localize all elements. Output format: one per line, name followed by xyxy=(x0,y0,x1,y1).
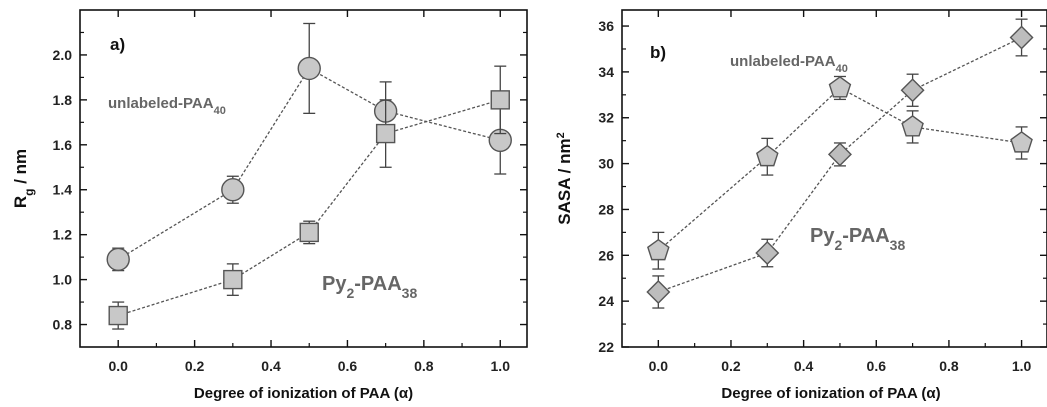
panel-label: a) xyxy=(110,35,125,54)
series-line xyxy=(658,36,1022,293)
data-point xyxy=(1009,25,1034,50)
data-point xyxy=(297,56,321,81)
series-line xyxy=(657,87,1022,252)
data-point xyxy=(375,123,396,144)
y-tick-label: 1.8 xyxy=(53,92,73,108)
chart-panel-a: 0.0 0.2 0.4 0.6 0.8 1.0 0.8 1.0 1.2 1.4 1.6 1.8 2.0 D… xyxy=(11,9,528,402)
y-tick-label: 1.0 xyxy=(53,272,73,288)
plot-frame xyxy=(621,9,1047,348)
data-point xyxy=(490,90,510,110)
y-tick-label: 22 xyxy=(598,339,614,355)
panel-label: b) xyxy=(650,43,666,62)
data-point xyxy=(1010,131,1033,153)
chart-panel-b: 0.0 0.2 0.4 0.6 0.8 1.0 22 24 26 28 30 32 34 36 Degree… xyxy=(555,9,1047,402)
y-axis-title: Rg / nm xyxy=(11,149,36,208)
y-tick-label: 1.2 xyxy=(53,227,73,243)
x-tick-label: 0.2 xyxy=(721,358,741,374)
series-1-square xyxy=(108,65,510,330)
x-tick-label: 0.2 xyxy=(185,358,205,374)
x-tick-label: 0.6 xyxy=(867,358,887,374)
y-axis-title: SASA / nm2 xyxy=(555,132,574,224)
series-1-diamond xyxy=(646,18,1034,309)
y-tick-label: 32 xyxy=(598,110,614,126)
annotation-unlabeled: unlabeled-PAA40 xyxy=(108,95,226,117)
y-tick-label: 28 xyxy=(598,201,614,217)
y-tick-label: 34 xyxy=(598,64,614,80)
data-point xyxy=(755,241,780,265)
data-point xyxy=(108,305,128,326)
data-point xyxy=(299,222,319,243)
data-point xyxy=(106,247,130,272)
x-tick-label: 0.0 xyxy=(649,358,669,374)
x-tick-label: 0.8 xyxy=(414,358,434,374)
data-point xyxy=(756,144,779,167)
annotation-unlabeled: unlabeled-PAA40 xyxy=(730,53,848,75)
series-0-pentagon xyxy=(647,75,1033,270)
x-tick-label: 0.6 xyxy=(338,358,358,374)
x-tick-label: 0.4 xyxy=(261,358,281,374)
x-tick-label: 1.0 xyxy=(491,358,511,374)
plot-frame xyxy=(79,9,528,348)
series-line xyxy=(118,99,501,317)
y-tick-label: 24 xyxy=(598,293,614,309)
data-point xyxy=(900,78,925,103)
data-point xyxy=(221,178,245,202)
y-tick-label: 2.0 xyxy=(53,47,73,63)
data-point xyxy=(223,269,243,290)
y-tick-label: 36 xyxy=(598,18,614,34)
data-point xyxy=(827,142,852,167)
annotation-py2-paa38: Py2-PAA38 xyxy=(810,225,905,253)
x-axis-title: Degree of ionization of PAA (α) xyxy=(194,385,413,402)
y-tick-label: 1.6 xyxy=(53,137,73,153)
y-tick-label: 0.8 xyxy=(53,317,73,333)
y-tick-label: 30 xyxy=(598,156,614,172)
y-tick-label: 1.4 xyxy=(53,182,73,198)
annotation-py2-paa38: Py2-PAA38 xyxy=(322,273,417,301)
data-point xyxy=(901,115,924,137)
x-tick-label: 0.4 xyxy=(794,358,814,374)
data-point xyxy=(647,238,670,261)
y-tick-label: 26 xyxy=(598,247,614,263)
data-point xyxy=(828,76,852,98)
x-tick-label: 0.8 xyxy=(939,358,959,374)
x-tick-label: 0.0 xyxy=(108,358,128,374)
data-point xyxy=(646,279,671,304)
x-axis-title: Degree of ionization of PAA (α) xyxy=(721,385,940,402)
x-tick-label: 1.0 xyxy=(1012,358,1032,374)
